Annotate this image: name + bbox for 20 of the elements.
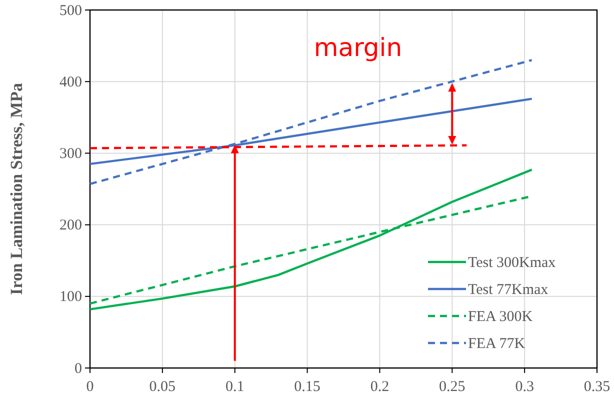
y-tick-label: 400 — [60, 74, 82, 90]
x-tick-label: 0.35 — [584, 379, 610, 395]
y-tick-label: 100 — [60, 289, 82, 306]
y-tick-label: 200 — [60, 218, 82, 234]
legend-label: Test 300Kmax — [468, 255, 556, 271]
annotation: margin — [314, 33, 402, 62]
y-axis-title: Iron Lamination Stress, MPa — [7, 82, 26, 295]
legend-label: FEA 77K — [468, 336, 526, 352]
y-tick-label: 500 — [60, 2, 82, 19]
x-tick-label: 0 — [86, 379, 94, 395]
x-tick-label: 0.1 — [225, 379, 244, 395]
x-tick-label: 0.2 — [370, 379, 390, 395]
x-tick-label: 0.25 — [439, 379, 466, 395]
legend-label: Test 77Kmax — [468, 282, 549, 298]
y-tick-label: 0 — [74, 360, 82, 377]
x-tick-label: 0.3 — [515, 379, 534, 395]
y-tick-label: 300 — [60, 146, 82, 162]
x-tick-label: 0.15 — [294, 379, 320, 395]
legend-label: FEA 300K — [468, 309, 533, 325]
x-tick-label: 0.05 — [149, 379, 176, 395]
